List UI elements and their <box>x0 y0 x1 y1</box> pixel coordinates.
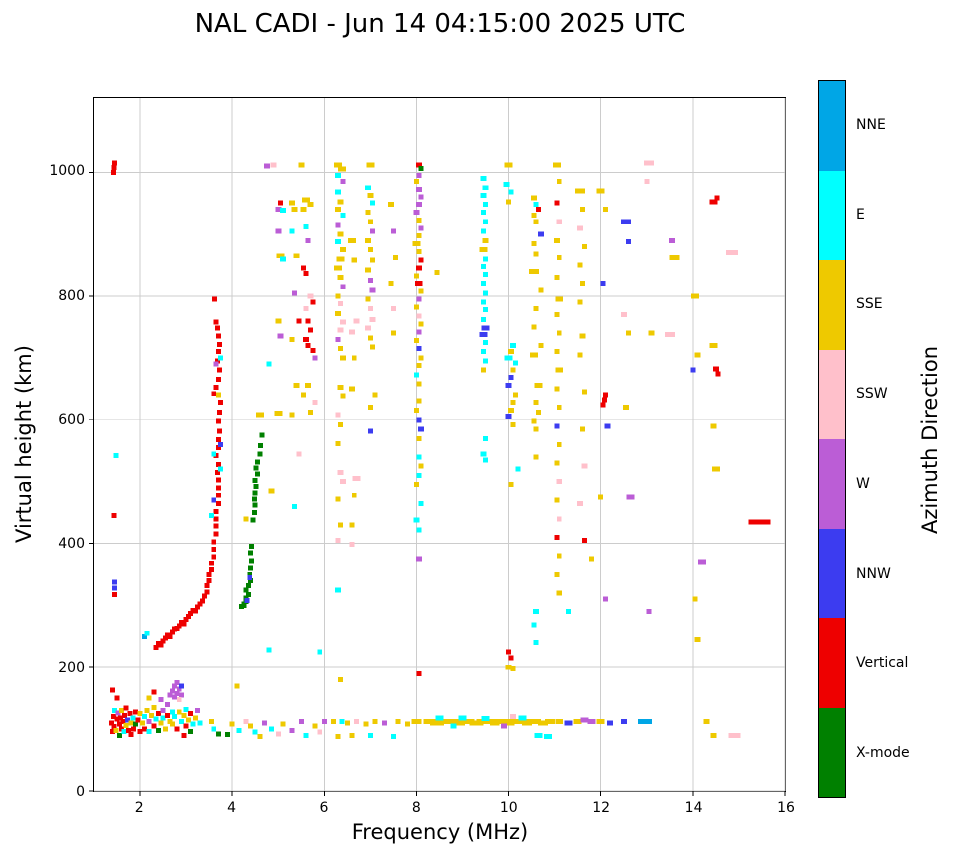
x-tick-label: 6 <box>319 800 329 816</box>
x-axis-label: Frequency (MHz) <box>351 820 529 844</box>
colorbar-label-nne: NNE <box>856 116 886 133</box>
y-tick-label: 600 <box>58 411 85 428</box>
colorbar-segment-vertical <box>819 618 845 708</box>
colorbar-segment-sse <box>819 260 845 350</box>
chart-title: NAL CADI - Jun 14 04:15:00 2025 UTC <box>194 9 686 39</box>
colorbar-label-vertical: Vertical <box>856 655 909 672</box>
colorbar-label-sse: SSE <box>856 296 883 313</box>
colorbar-label-w: W <box>856 475 870 492</box>
colorbar-segment-x-mode <box>819 707 845 797</box>
plot-area <box>89 97 786 796</box>
colorbar-segment-nnw <box>819 528 845 618</box>
colorbar-label-x-mode: X-mode <box>856 745 910 762</box>
colorbar <box>818 80 846 798</box>
x-tick-label: 14 <box>684 800 703 816</box>
colorbar-category-labels: NNE E SSE SSW W NNW Vertical X-mode <box>856 80 951 798</box>
x-tick-label: 16 <box>777 800 795 816</box>
colorbar-axis-label: Azimuth Direction <box>918 345 942 535</box>
y-axis-label: Virtual height (km) <box>12 345 36 543</box>
colorbar-label-e: E <box>856 206 865 223</box>
x-tick-label: 2 <box>134 800 144 816</box>
colorbar-label-ssw: SSW <box>856 386 888 403</box>
x-tick-label: 4 <box>227 800 237 816</box>
y-tick-label: 0 <box>76 784 85 800</box>
colorbar-segment-w <box>819 439 845 529</box>
colorbar-segment-nne <box>819 81 845 171</box>
y-tick-label: 200 <box>58 659 85 676</box>
x-tick-label: 10 <box>499 800 518 816</box>
y-tick-label: 400 <box>58 535 85 552</box>
y-tick-label: 1000 <box>49 163 85 180</box>
scatter-canvas <box>89 98 786 796</box>
colorbar-segments <box>819 81 845 797</box>
x-tick-label: 8 <box>411 800 421 816</box>
colorbar-segment-ssw <box>819 349 845 439</box>
colorbar-segment-e <box>819 170 845 260</box>
x-tick-label: 12 <box>592 800 611 816</box>
colorbar-label-nnw: NNW <box>856 565 891 582</box>
y-tick-label: 800 <box>58 287 85 304</box>
